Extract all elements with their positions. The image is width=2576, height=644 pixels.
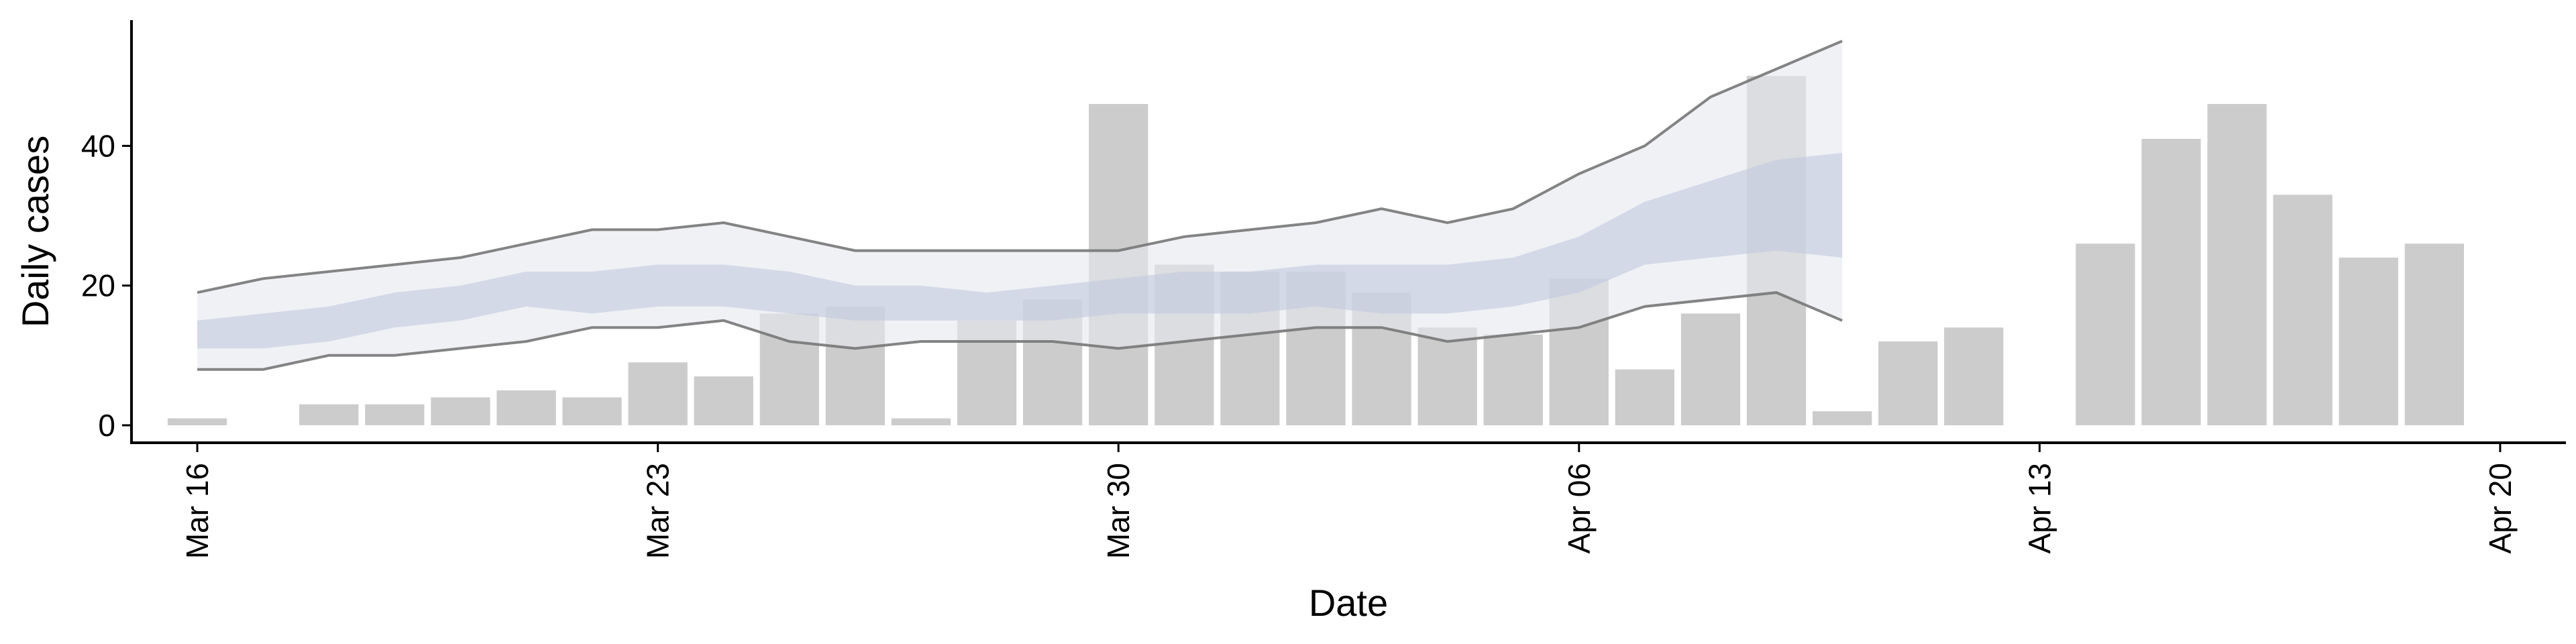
bar (365, 404, 425, 425)
bar (1813, 411, 1872, 425)
x-tick-label: Mar 23 (641, 463, 676, 559)
axes-layer (130, 20, 2566, 444)
x-axis-title: Date (1309, 582, 1388, 624)
x-tick-label: Apr 06 (1562, 463, 1597, 554)
x-tick-label: Apr 13 (2022, 463, 2057, 554)
bar (2207, 104, 2267, 425)
ticks-layer: 0 20 40 Mar 16 Mar 23 Mar 30 Apr 06 Apr 13 Apr 2… (81, 128, 2518, 559)
bar (2141, 139, 2201, 425)
y-tick-label: 0 (98, 408, 115, 443)
bar (1615, 369, 1674, 425)
bar (2339, 258, 2398, 425)
x-tick-label: Mar 30 (1101, 463, 1136, 559)
bands-layer (197, 40, 1843, 371)
x-tick-label: Apr 20 (2483, 463, 2518, 554)
bar (496, 390, 556, 425)
y-axis-title: Daily cases (14, 136, 56, 327)
outer-upper-line (197, 40, 1843, 294)
inner-band (197, 152, 1843, 349)
bar (1680, 313, 1741, 425)
bar (1483, 334, 1543, 425)
bar (1417, 327, 1477, 425)
y-tick-label: 20 (81, 268, 115, 303)
x-tick-label: Mar 16 (180, 463, 215, 559)
outer-lower-line (197, 291, 1843, 371)
y-tick-label: 40 (81, 128, 115, 163)
bar (628, 362, 688, 425)
bar (562, 397, 622, 425)
bar (2076, 244, 2135, 425)
bar (2273, 195, 2332, 425)
bar (167, 418, 227, 425)
bar (891, 418, 951, 425)
bar (694, 376, 753, 425)
bar (431, 397, 490, 425)
bar (1944, 327, 2004, 425)
bar (299, 404, 359, 425)
bar (1878, 341, 1938, 425)
bar (2404, 244, 2464, 425)
